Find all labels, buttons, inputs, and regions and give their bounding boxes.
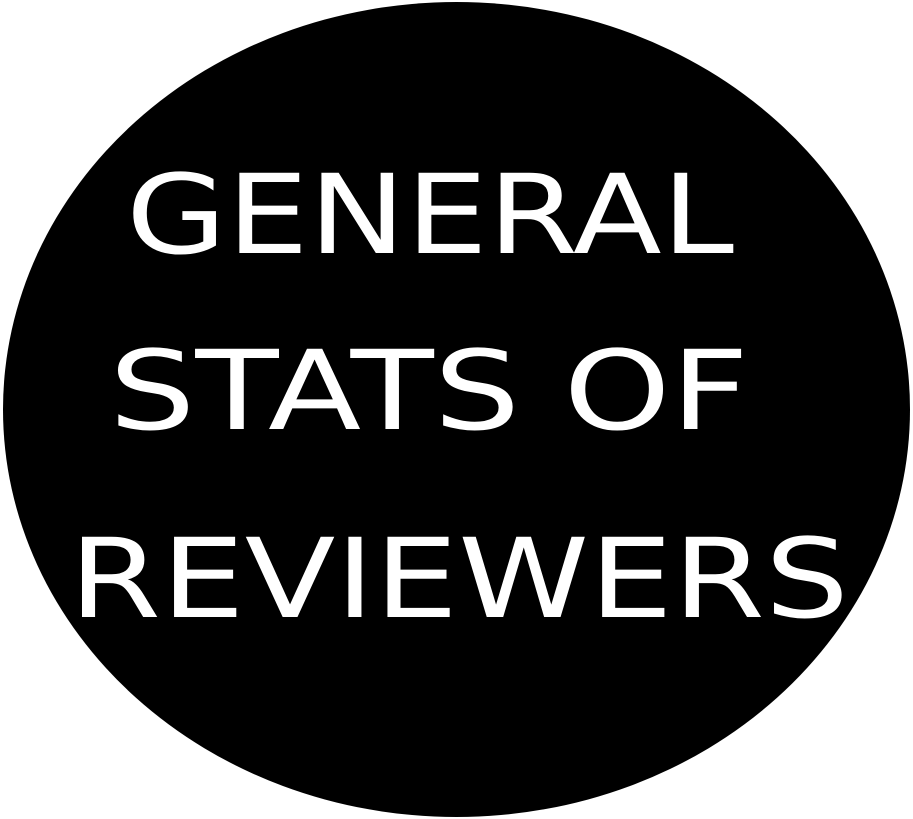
title-line-3-graphic: REVIEWERS bbox=[69, 515, 849, 643]
circular-title-badge bbox=[3, 2, 910, 817]
title-line-1-graphic: GENERAL bbox=[126, 151, 734, 279]
title-line-3-text: REVIEWERS bbox=[69, 515, 849, 643]
title-line-2: STATS OF bbox=[0, 311, 913, 455]
title-line-1-text: GENERAL bbox=[126, 151, 734, 279]
title-line-3: REVIEWERS bbox=[0, 487, 913, 643]
title-line-2-graphic: STATS OF bbox=[109, 327, 749, 455]
title-line-1: GENERAL bbox=[0, 135, 913, 279]
title-line-2-text: STATS OF bbox=[109, 327, 749, 455]
